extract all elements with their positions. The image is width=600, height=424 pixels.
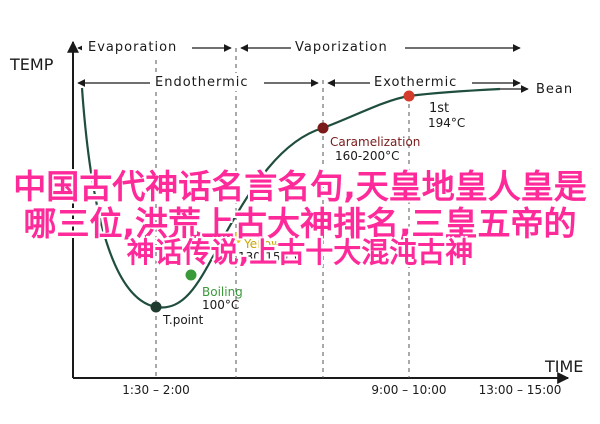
endothermic-label: Endothermic [155,75,249,90]
point-caramelization [317,122,329,134]
vaporization-label: Vaporization [295,40,388,55]
point-boiling [185,269,197,281]
x-tick-label-1: 1:30 – 2:00 [122,383,190,397]
evaporation-label: Evaporation [88,40,177,55]
point-label-boiling: Boiling [202,285,243,299]
point-label-t-point: T.point [162,313,204,327]
x-axis-label: TIME [544,357,583,376]
point-yellow [230,232,242,244]
y-axis-label: TEMP [9,55,54,74]
point-detail-caramelization: 160-200°C [335,149,400,163]
point-label-caramelization: Caramelization [330,135,420,149]
x-tick-label-3: 13:00 – 15:00 [479,383,562,397]
point-detail-1st: 194°C [428,116,465,130]
bean-label: Bean [536,82,573,97]
point-detail-boiling: 100°C [202,298,239,312]
point-t-point [150,301,162,313]
point-1st [403,90,415,102]
exothermic-label: Exothermic [374,75,457,90]
point-detail-yellow: 130-150°C [238,250,303,264]
x-tick-label-2: 9:00 – 10:00 [371,383,446,397]
point-label-1st: 1st [429,101,449,116]
point-label-yellow: Yellow [243,237,281,251]
